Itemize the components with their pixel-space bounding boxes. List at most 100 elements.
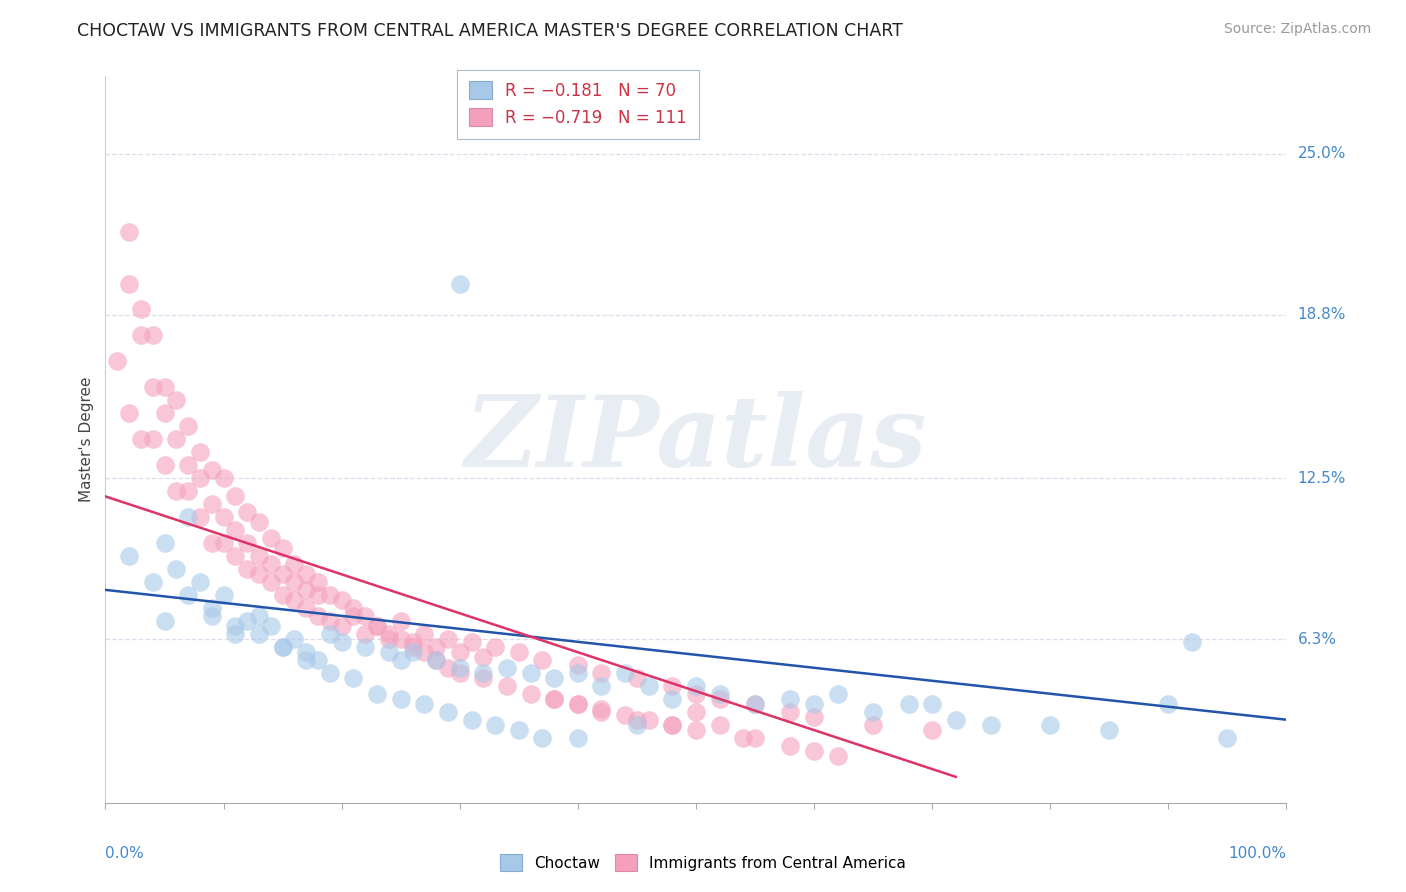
Point [177, 588, 200, 602]
Legend: Choctaw, Immigrants from Central America: Choctaw, Immigrants from Central America [494, 848, 912, 877]
Point [496, 661, 519, 675]
Point [744, 697, 766, 711]
Text: 100.0%: 100.0% [1229, 847, 1286, 862]
Point [637, 713, 659, 727]
Point [744, 731, 766, 745]
Point [472, 665, 495, 680]
Point [247, 549, 270, 563]
Point [188, 471, 211, 485]
Point [165, 432, 187, 446]
Point [921, 723, 943, 737]
Point [484, 640, 506, 654]
Point [118, 549, 141, 563]
Point [803, 710, 825, 724]
Point [389, 614, 412, 628]
Point [153, 406, 176, 420]
Point [201, 536, 224, 550]
Point [224, 490, 246, 504]
Point [129, 432, 152, 446]
Point [142, 575, 165, 590]
Text: 12.5%: 12.5% [1298, 471, 1346, 486]
Point [425, 653, 447, 667]
Point [1098, 723, 1121, 737]
Point [142, 432, 165, 446]
Point [224, 523, 246, 537]
Point [508, 723, 530, 737]
Point [354, 608, 377, 623]
Point [283, 632, 305, 647]
Point [591, 705, 613, 719]
Text: Source: ZipAtlas.com: Source: ZipAtlas.com [1223, 22, 1371, 37]
Point [472, 650, 495, 665]
Point [413, 627, 436, 641]
Point [413, 697, 436, 711]
Point [980, 718, 1002, 732]
Point [342, 608, 364, 623]
Point [212, 471, 235, 485]
Point [295, 645, 318, 659]
Point [188, 510, 211, 524]
Point [733, 731, 755, 745]
Point [1157, 697, 1180, 711]
Point [201, 608, 224, 623]
Point [271, 567, 294, 582]
Point [366, 687, 388, 701]
Point [118, 225, 141, 239]
Point [685, 679, 707, 693]
Point [897, 697, 920, 711]
Point [437, 632, 460, 647]
Point [567, 665, 589, 680]
Point [425, 653, 447, 667]
Point [1039, 718, 1062, 732]
Point [177, 419, 200, 434]
Point [319, 665, 342, 680]
Point [779, 692, 801, 706]
Point [744, 697, 766, 711]
Point [118, 406, 141, 420]
Point [247, 608, 270, 623]
Point [531, 653, 554, 667]
Point [709, 687, 731, 701]
Point [378, 627, 401, 641]
Point [307, 575, 329, 590]
Point [531, 731, 554, 745]
Point [496, 679, 519, 693]
Point [224, 619, 246, 633]
Point [378, 632, 401, 647]
Point [709, 718, 731, 732]
Point [685, 687, 707, 701]
Point [271, 588, 294, 602]
Point [437, 661, 460, 675]
Point [614, 707, 637, 722]
Point [153, 458, 176, 473]
Point [449, 661, 471, 675]
Point [626, 671, 648, 685]
Point [567, 731, 589, 745]
Point [330, 593, 353, 607]
Point [543, 671, 565, 685]
Point [685, 723, 707, 737]
Point [637, 679, 659, 693]
Point [354, 640, 377, 654]
Text: 0.0%: 0.0% [105, 847, 145, 862]
Point [165, 393, 187, 408]
Point [460, 713, 482, 727]
Point [449, 645, 471, 659]
Point [389, 653, 412, 667]
Point [247, 567, 270, 582]
Point [271, 541, 294, 556]
Point [508, 645, 530, 659]
Point [945, 713, 967, 727]
Point [142, 380, 165, 394]
Point [165, 484, 187, 499]
Point [543, 692, 565, 706]
Point [319, 614, 342, 628]
Point [389, 632, 412, 647]
Point [271, 640, 294, 654]
Point [803, 697, 825, 711]
Point [129, 328, 152, 343]
Point [425, 640, 447, 654]
Point [567, 697, 589, 711]
Text: ZIPatlas: ZIPatlas [465, 391, 927, 488]
Point [260, 575, 283, 590]
